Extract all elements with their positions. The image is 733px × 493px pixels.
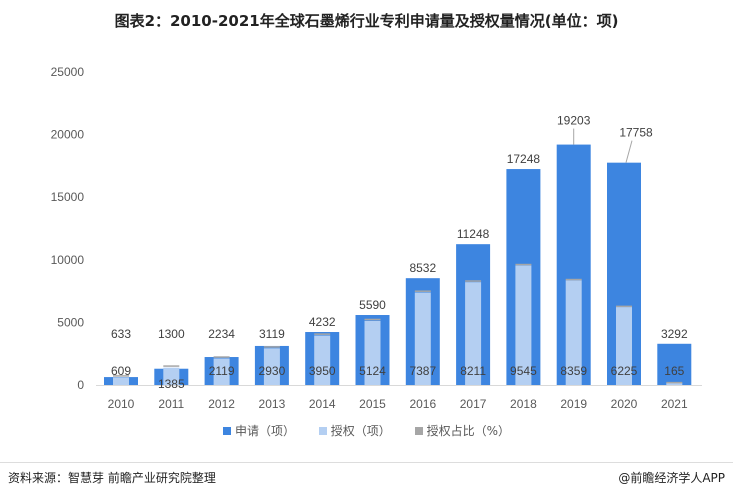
legend-item-grants: 授权（项） — [318, 424, 391, 438]
bar-chart: 0 5000 10000 15000 20000 25000 633 609 2010 1300 1… — [51, 65, 702, 411]
x-tick-label: 2010 — [108, 397, 135, 411]
application-value-label: 11248 — [457, 227, 490, 241]
grant-bar — [364, 320, 381, 385]
grant-bar — [515, 265, 532, 385]
x-tick-label: 2019 — [560, 397, 587, 411]
x-tick-label: 2012 — [208, 397, 235, 411]
grant-value-label: 7387 — [409, 364, 436, 378]
legend-item-ratio: 授权占比（%） — [414, 424, 511, 438]
application-value-label: 17248 — [507, 152, 541, 166]
y-tick-label: 20000 — [51, 128, 85, 142]
ratio-bar — [263, 346, 280, 348]
x-tick-label: 2013 — [259, 397, 286, 411]
ratio-bar — [666, 381, 683, 384]
grant-bar — [465, 282, 482, 385]
brand-credit: @前瞻经济学人APP — [618, 471, 725, 485]
leader-line — [625, 140, 633, 163]
grant-bar — [213, 358, 230, 385]
legend-item-applications: 申请（项） — [222, 424, 295, 438]
ratio-bar — [163, 365, 180, 367]
chart-title: 图表2：2010-2021年全球石墨烯行业专利申请量及授权量情况(单位：项) — [114, 12, 619, 30]
grant-value-label: 6225 — [611, 364, 638, 378]
application-value-label: 4232 — [309, 315, 336, 329]
application-value-label: 3119 — [259, 327, 285, 341]
grant-bar — [263, 348, 280, 385]
grant-value-label: 3950 — [309, 364, 336, 378]
grant-value-label: 8359 — [560, 364, 587, 378]
ratio-bar — [565, 278, 582, 281]
grant-bar — [565, 280, 582, 385]
y-tick-label: 15000 — [51, 190, 85, 204]
grant-bar — [414, 292, 431, 385]
legend-swatch — [318, 427, 327, 435]
x-tick-label: 2011 — [158, 397, 184, 411]
grant-value-label: 2119 — [209, 364, 235, 378]
x-tick-label: 2018 — [510, 397, 537, 411]
application-value-label: 8532 — [409, 261, 436, 275]
y-tick-label: 10000 — [51, 253, 85, 267]
ratio-bar — [113, 375, 129, 377]
legend: 申请（项） 授权（项） 授权占比（%） — [0, 422, 733, 439]
grant-value-label: 609 — [111, 364, 131, 378]
legend-label: 授权（项） — [330, 424, 391, 438]
grant-value-label: 165 — [664, 364, 684, 378]
application-value-label: 2234 — [208, 327, 235, 341]
y-tick-label: 25000 — [51, 65, 85, 79]
x-tick-label: 2016 — [409, 397, 436, 411]
footer: 资料来源：智慧芽 前瞻产业研究院整理 @前瞻经济学人APP — [0, 462, 733, 493]
application-value-label: 633 — [111, 327, 131, 341]
application-value-label: 5590 — [359, 298, 386, 312]
grant-bar — [616, 307, 632, 385]
x-tick-label: 2015 — [359, 397, 386, 411]
legend-label: 授权占比（%） — [426, 424, 511, 438]
ratio-bar — [515, 263, 532, 266]
application-value-label: 19203 — [557, 114, 591, 128]
x-tick-label: 2017 — [460, 397, 487, 411]
grant-value-label: 5124 — [359, 364, 386, 378]
source-note: 资料来源：智慧芽 前瞻产业研究院整理 — [8, 471, 216, 485]
application-value-label: 17758 — [619, 126, 653, 140]
ratio-bar — [364, 318, 381, 321]
grant-bar — [666, 382, 683, 385]
ratio-bar — [616, 305, 632, 308]
grant-value-label: 8211 — [460, 364, 486, 378]
y-tick-label: 0 — [77, 378, 84, 392]
legend-label: 申请（项） — [234, 424, 295, 438]
grant-value-label: 9545 — [510, 364, 537, 378]
y-tick-label: 5000 — [57, 315, 84, 329]
grant-value-label: 2930 — [259, 364, 286, 378]
legend-swatch — [414, 427, 423, 435]
application-value-label: 1300 — [158, 327, 185, 341]
legend-swatch — [222, 427, 231, 435]
x-tick-label: 2021 — [661, 397, 688, 411]
application-bar — [657, 343, 692, 385]
grant-bar — [163, 367, 180, 385]
ratio-bar — [414, 290, 431, 292]
ratio-bar — [465, 280, 482, 282]
grant-bar — [314, 335, 331, 385]
grant-bar — [113, 377, 129, 385]
grant-value-label: 1385 — [158, 377, 185, 391]
application-value-label: 3292 — [661, 327, 688, 341]
ratio-bar — [213, 356, 230, 358]
x-tick-label: 2014 — [309, 397, 336, 411]
x-tick-label: 2020 — [611, 397, 638, 411]
ratio-bar — [314, 333, 331, 335]
